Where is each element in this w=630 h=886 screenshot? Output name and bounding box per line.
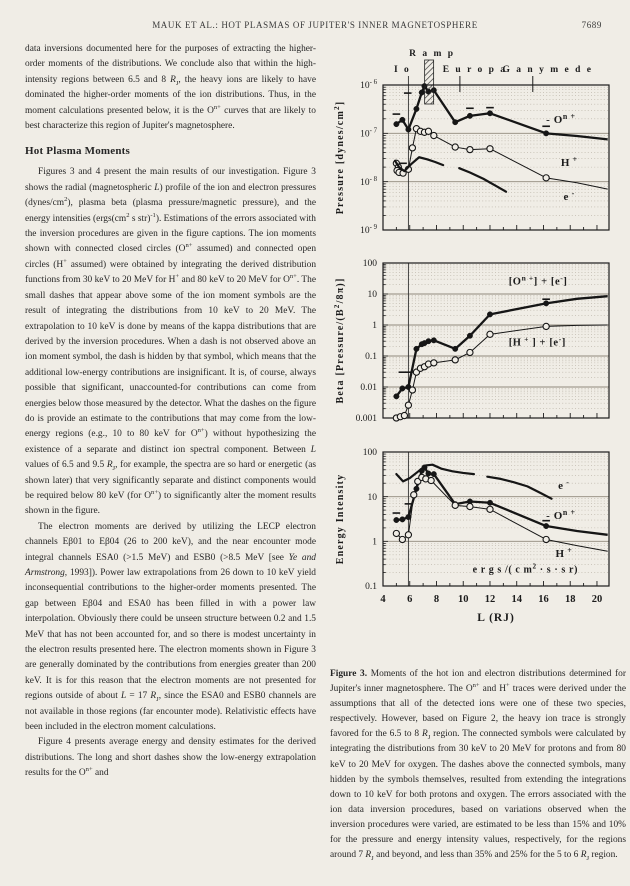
series-electron-outer: [486, 475, 553, 500]
figure-3-chart: 10- 6 10- 7 10- 8 10- 9 Pressure [dynes/cm2]…: [333, 49, 610, 624]
figure-caption: Figure 3. Moments of the hot ion and ele…: [330, 667, 626, 863]
axis-ticks: [382, 453, 598, 587]
page-number: 7689: [581, 20, 602, 30]
series-label: [On +] + [e-]: [509, 274, 568, 288]
axis-ticks: [382, 264, 598, 419]
left-column: data inversions documented here for the …: [25, 42, 316, 782]
series-label: e r g s /( c m2 · s · s r): [473, 563, 578, 576]
section-heading: Hot Plasma Moments: [25, 145, 131, 158]
y-axis-title: Pressure [dynes/cm2]: [333, 101, 346, 215]
annotation-ramp: R a m p: [409, 49, 455, 105]
series-label: e -: [558, 478, 569, 492]
plot-frame: [382, 451, 610, 587]
x-tick-label: 20: [592, 594, 603, 605]
svg-text:R a m p: R a m p: [409, 49, 455, 59]
y-tick-label: 100: [363, 259, 378, 269]
x-tick-label: 6: [407, 594, 412, 605]
paragraph-electrons: The electron moments are derived by util…: [25, 521, 316, 733]
series-o-nplus: [392, 464, 608, 536]
gridlines: [383, 264, 609, 409]
x-tick-label: 16: [538, 594, 549, 605]
running-head-title: MAUK ET AL.: HOT PLASMAS OF JUPITER'S IN…: [152, 20, 478, 30]
y-tick-label: 10: [368, 493, 378, 503]
panel-pressure: 10- 6 10- 7 10- 8 10- 9 Pressure [dynes/cm2]…: [333, 49, 610, 236]
x-tick-label: 10: [458, 594, 469, 605]
x-tick-label: 8: [434, 594, 439, 605]
y-tick-label: 10- 9: [360, 224, 377, 236]
y-tick-label: 10- 6: [360, 79, 377, 91]
x-axis-title: L (RJ): [477, 612, 515, 624]
series-label: [H + ] + [e-]: [509, 334, 566, 348]
y-tick-label: 10- 7: [360, 128, 377, 140]
series-o-nplus-e: [393, 295, 608, 400]
annotation-io: I o: [394, 65, 411, 75]
panel-energy-intensity: 100 10 1 0.1 Energy Intensity e - - On + H + e r…: [335, 448, 610, 624]
svg-text:I o: I o: [394, 65, 411, 75]
axis-ticks: [382, 86, 598, 231]
y-tick-label: 100: [363, 448, 378, 458]
gridlines: [383, 453, 609, 573]
figure-caption-text: Moments of the hot ion and electron dist…: [330, 669, 627, 862]
y-axis-title: Beta [Pressure/(B2/8π)]: [333, 277, 346, 403]
paragraph-moments: Figures 3 and 4 present the main results…: [25, 167, 317, 517]
svg-text:G a n y m e d e: G a n y m e d e: [503, 65, 593, 75]
series-h-plus: [392, 473, 608, 552]
y-tick-label: 0.01: [360, 383, 377, 393]
series-label: e -: [564, 189, 575, 203]
series-h-plus: [392, 124, 608, 190]
annotation-europa: E u r o p a: [443, 65, 507, 92]
annotation-ganymede: G a n y m e d e: [503, 65, 593, 92]
series-label: H +: [561, 155, 578, 169]
series-electron-outer: [458, 167, 508, 193]
panel-beta: 100 10 1 0.1 0.01 0.001 Beta [Pressure/(B2/8π)…: [333, 259, 610, 424]
x-tick-label: 18: [565, 594, 576, 605]
running-head: MAUK ET AL.: HOT PLASMAS OF JUPITER'S IN…: [0, 20, 630, 30]
y-tick-label: 1: [372, 538, 377, 548]
y-axis-title: Energy Intensity: [335, 474, 346, 565]
y-tick-label: 10: [368, 290, 378, 300]
series-h-plus-e: [392, 322, 608, 422]
plot-frame: [382, 262, 610, 419]
y-tick-label: 0.1: [365, 352, 377, 362]
y-tick-label: 1: [372, 321, 377, 331]
paragraph-continuation: data inversions documented here for the …: [25, 44, 317, 132]
series-label: - On +: [546, 112, 575, 126]
x-tick-label: 12: [485, 594, 496, 605]
svg-text:E u r o p a: E u r o p a: [443, 65, 507, 75]
right-column: 10- 6 10- 7 10- 8 10- 9 Pressure [dynes/cm2]…: [330, 40, 626, 863]
y-tick-label: 10- 8: [360, 176, 377, 188]
x-tick-label: 4: [380, 594, 386, 605]
series-electron-inner: [393, 156, 445, 173]
paragraph-figure4: Figure 4 presents average energy and den…: [25, 737, 316, 779]
series-label: H +: [556, 546, 573, 560]
y-tick-label: 0.001: [356, 414, 378, 424]
plot-frame: [382, 84, 610, 231]
series-electron-inner: [395, 463, 476, 483]
figure-caption-label: Figure 3.: [330, 669, 368, 679]
y-tick-label: 0.1: [365, 582, 377, 592]
x-tick-label: 14: [511, 594, 522, 605]
series-label: - On +: [546, 508, 575, 522]
